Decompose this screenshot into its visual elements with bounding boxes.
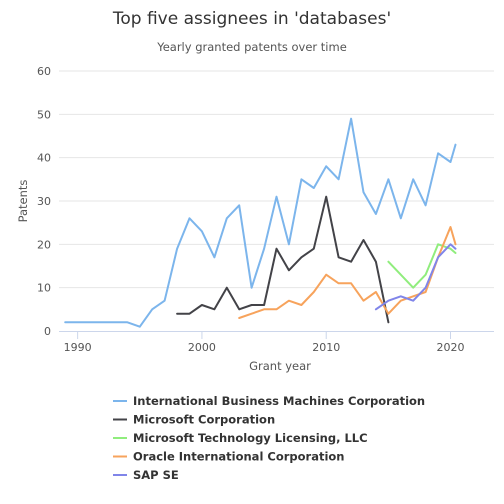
x-tick-label: 2020 (437, 341, 465, 354)
chart-subtitle: Yearly granted patents over time (156, 40, 347, 54)
x-axis-title: Grant year (249, 359, 311, 373)
legend-label: Microsoft Technology Licensing, LLC (133, 431, 368, 445)
y-axis-title: Patents (16, 180, 30, 223)
y-tick-label: 10 (37, 282, 51, 295)
x-tick-label: 1990 (64, 341, 92, 354)
legend-label: Oracle International Corporation (133, 450, 345, 464)
legend-item[interactable]: SAP SE (113, 468, 179, 482)
legend-label: International Business Machines Corporat… (133, 394, 425, 408)
series-group (65, 119, 455, 327)
series-line-2[interactable] (177, 197, 388, 323)
legend-label: SAP SE (133, 468, 179, 482)
series-line-1[interactable] (65, 119, 455, 327)
y-tick-label: 40 (37, 152, 51, 165)
legend-item[interactable]: Microsoft Technology Licensing, LLC (113, 431, 368, 445)
series-line-5[interactable] (376, 244, 456, 309)
legend-item[interactable]: Oracle International Corporation (113, 450, 345, 464)
y-tick-label: 30 (37, 195, 51, 208)
axes: 0 10 20 30 40 50 60 1990 2000 2010 2020 (37, 65, 494, 354)
x-tick-label: 2000 (188, 341, 216, 354)
y-tick-label: 60 (37, 65, 51, 78)
chart-title: Top five assignees in 'databases' (112, 9, 391, 29)
x-tick-label: 2010 (312, 341, 340, 354)
legend-item[interactable]: International Business Machines Corporat… (113, 394, 425, 408)
legend: International Business Machines Corporat… (113, 394, 425, 482)
y-tick-label: 0 (44, 325, 51, 338)
legend-item[interactable]: Microsoft Corporation (113, 413, 275, 427)
y-tick-label: 50 (37, 108, 51, 121)
legend-label: Microsoft Corporation (133, 413, 275, 427)
grid (59, 71, 494, 288)
y-tick-label: 20 (37, 238, 51, 251)
